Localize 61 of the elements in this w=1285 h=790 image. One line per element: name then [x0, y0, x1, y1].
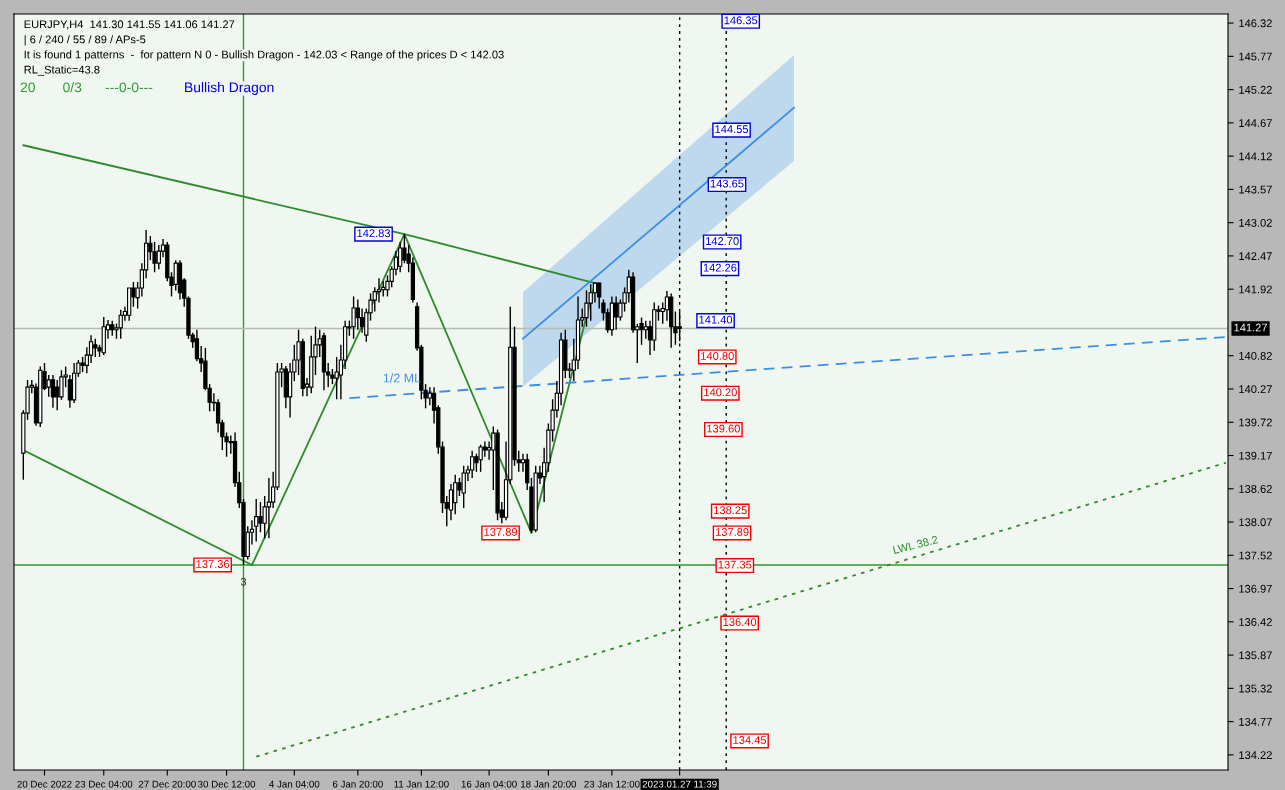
annotation: 142.26 [703, 263, 737, 272]
x-tick-label: 18 Jan 20:00 [521, 780, 577, 788]
annotation: 0/3 [63, 82, 82, 93]
y-tick-label: 143.02 [1239, 218, 1272, 227]
y-tick-label: 136.42 [1239, 618, 1272, 626]
y-tick-label: 139.17 [1239, 451, 1272, 460]
y-tick-label: 136.97 [1239, 584, 1272, 593]
annotation: 140.20 [704, 388, 737, 397]
annotation: 137.35 [718, 560, 752, 569]
y-tick-label: 140.82 [1239, 351, 1272, 360]
annotation: 139.60 [707, 424, 740, 433]
y-tick-label: 140.27 [1239, 385, 1272, 394]
y-tick-label: 138.07 [1239, 518, 1272, 527]
x-tick-label: 4 Jan 04:00 [269, 780, 320, 788]
y-tick-label: 139.72 [1239, 418, 1272, 427]
y-tick-label: 135.32 [1239, 684, 1272, 693]
y-tick-label: 146.32 [1239, 19, 1272, 28]
annotation: ---0-0--- [105, 82, 153, 93]
chart-title: EURJPY,H4 141.30 141.55 141.06 141.27 [24, 20, 235, 30]
x-tick-label: 20 Dec 2022 [17, 780, 72, 788]
y-tick-label: 144.12 [1239, 152, 1272, 161]
annotation: 137.36 [196, 560, 230, 568]
annotation: 20 [20, 82, 35, 93]
y-tick-label: 141.92 [1239, 285, 1272, 294]
annotation: 144.55 [715, 125, 749, 134]
annotation: 146.35 [724, 16, 758, 25]
x-tick-label: 23 Jan 12:00 [584, 780, 640, 788]
annotation: 136.40 [723, 618, 757, 627]
y-tick-label: 142.47 [1239, 252, 1272, 260]
annotation: 142.83 [357, 229, 391, 238]
x-tick-label: 30 Dec 12:00 [198, 780, 256, 788]
y-tick-label: 135.87 [1239, 651, 1272, 660]
annotation: 137.89 [484, 528, 518, 536]
annotation: Bullish Dragon [185, 82, 274, 95]
y-tick-label: 145.77 [1239, 52, 1272, 61]
annotation: 142.70 [706, 237, 739, 245]
annotation: 143.65 [710, 179, 744, 188]
annotation: It is found 1 patterns - for pattern N 0 - Bullish Dragon - 142.03 < Range of the prices D < 142.03 [24, 50, 504, 61]
y-tick-label: 134.77 [1239, 717, 1272, 726]
x-tick-label: 27 Dec 20:00 [138, 780, 196, 788]
ref-line-label: 141.27 [1234, 323, 1267, 332]
y-tick-label: 144.67 [1239, 119, 1272, 127]
y-tick-label: 143.57 [1239, 185, 1272, 194]
text: | 6 / 240 / 55 / 89 / APs-5 [24, 35, 146, 46]
x-tick-label: 6 Jan 20:00 [332, 780, 383, 788]
x-tick-label: 16 Jan 04:00 [461, 780, 517, 788]
annotation: 138.25 [714, 506, 747, 515]
annotation: LWL 38.2 [892, 535, 939, 554]
x-tick-label: 2023.01.27 11:39 [642, 780, 717, 788]
y-tick-label: 134.22 [1239, 751, 1272, 760]
x-tick-label: 11 Jan 12:00 [394, 780, 449, 788]
y-tick-label: 138.62 [1239, 485, 1272, 493]
annotation: 137.89 [715, 528, 749, 536]
y-tick-label: 137.52 [1239, 551, 1272, 560]
annotation: 140.80 [701, 352, 734, 360]
y-tick-label: 145.22 [1239, 85, 1272, 94]
annotation: 134.45 [733, 736, 767, 744]
annotation: 3 [240, 577, 247, 586]
x-tick-label: 23 Dec 04:00 [75, 780, 133, 788]
annotation: 141.40 [699, 315, 733, 324]
annotation: RL_Static=43.8 [24, 65, 100, 76]
